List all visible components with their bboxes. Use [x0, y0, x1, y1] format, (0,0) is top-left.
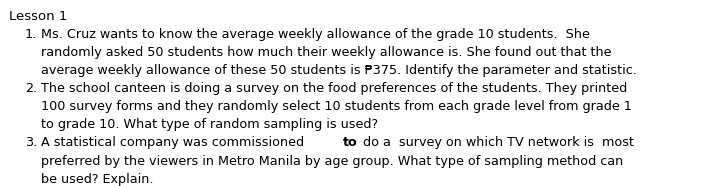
Text: preferred by the viewers in Metro Manila by age group. What type of sampling met: preferred by the viewers in Metro Manila…: [42, 155, 624, 168]
Text: 3.: 3.: [25, 137, 37, 149]
Text: 1.: 1.: [25, 28, 37, 41]
Text: 100 survey forms and they randomly select 10 students from each grade level from: 100 survey forms and they randomly selec…: [42, 100, 632, 113]
Text: to: to: [343, 137, 358, 149]
Text: do a  survey on which TV network is  most: do a survey on which TV network is most: [359, 137, 634, 149]
Text: The school canteen is doing a survey on the food preferences of the students. Th: The school canteen is doing a survey on …: [42, 82, 628, 95]
Text: 2.: 2.: [25, 82, 37, 95]
Text: Ms. Cruz wants to know the average weekly allowance of the grade 10 students.  S: Ms. Cruz wants to know the average weekl…: [42, 28, 590, 41]
Text: average weekly allowance of these 50 students is ₱375. Identify the parameter an: average weekly allowance of these 50 stu…: [42, 64, 637, 77]
Text: to grade 10. What type of random sampling is used?: to grade 10. What type of random samplin…: [42, 118, 379, 131]
Text: A statistical company was commissioned: A statistical company was commissioned: [42, 137, 308, 149]
Text: be used? Explain.: be used? Explain.: [42, 173, 154, 186]
Text: Lesson 1: Lesson 1: [9, 10, 68, 23]
Text: randomly asked 50 students how much their weekly allowance is. She found out tha: randomly asked 50 students how much thei…: [42, 46, 612, 59]
